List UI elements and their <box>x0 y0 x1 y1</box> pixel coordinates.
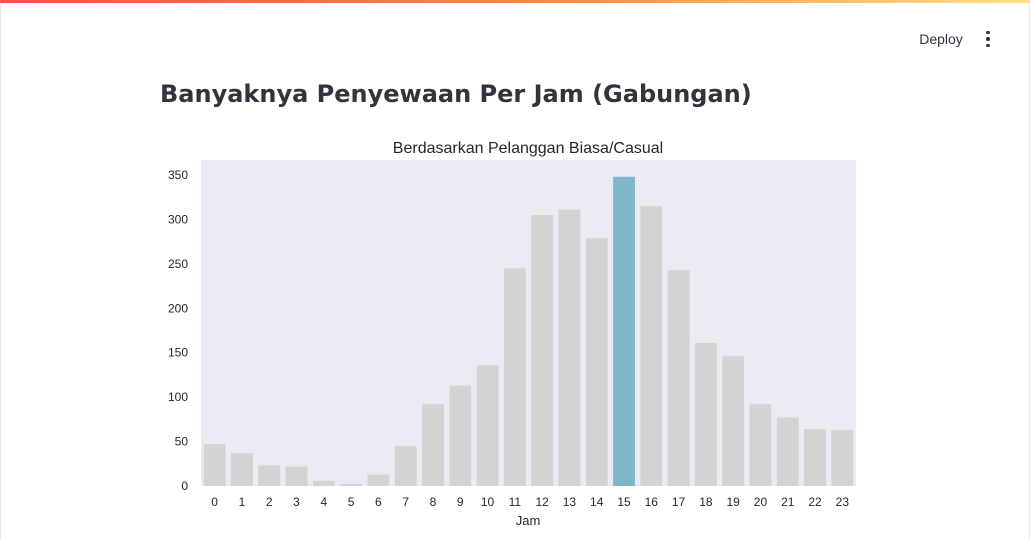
x-tick-label: 14 <box>590 495 604 509</box>
bar-14 <box>585 238 608 486</box>
bar-21 <box>776 417 799 486</box>
x-tick-label: 3 <box>293 495 300 509</box>
y-tick-label: 0 <box>181 479 188 493</box>
x-tick-label: 7 <box>402 495 409 509</box>
y-tick-label: 300 <box>168 212 188 226</box>
deploy-button[interactable]: Deploy <box>919 31 963 47</box>
bar-8 <box>422 404 444 486</box>
decoration-bar <box>0 0 1030 3</box>
bar-22 <box>804 429 826 486</box>
x-tick-label: 1 <box>239 495 246 509</box>
bar-chart: Berdasarkan Pelanggan Biasa/Casual Jam 0… <box>168 140 856 528</box>
y-tick-label: 50 <box>175 435 189 449</box>
x-tick-label: 12 <box>535 495 549 509</box>
x-tick-label: 17 <box>672 495 686 509</box>
bar-2 <box>258 465 281 486</box>
x-tick-label: 10 <box>481 495 495 509</box>
x-tick-label: 0 <box>211 495 218 509</box>
x-tick-label: 2 <box>266 495 273 509</box>
x-tick-label: 23 <box>836 495 850 509</box>
x-tick-label: 20 <box>754 495 768 509</box>
x-tick-label: 5 <box>348 495 355 509</box>
bar-20 <box>749 404 772 486</box>
bar-12 <box>531 214 554 486</box>
y-tick-label: 350 <box>168 168 188 182</box>
bar-1 <box>231 453 253 486</box>
x-tick-label: 21 <box>781 495 795 509</box>
bar-7 <box>394 446 417 486</box>
bar-13 <box>558 209 581 487</box>
x-tick-label: 13 <box>563 495 577 509</box>
bar-19 <box>722 356 745 486</box>
bar-9 <box>449 385 472 486</box>
bar-5 <box>340 484 363 486</box>
x-tick-label: 11 <box>509 495 522 509</box>
x-tick-label: 8 <box>430 495 437 509</box>
x-tick-label: 16 <box>645 495 659 509</box>
y-tick-label: 150 <box>168 346 188 360</box>
bar-0 <box>203 444 226 486</box>
bar-6 <box>367 474 390 486</box>
kebab-menu-icon[interactable] <box>978 27 998 51</box>
plot-area <box>201 160 856 486</box>
y-tick-label: 100 <box>168 390 188 404</box>
x-tick-label: 22 <box>808 495 822 509</box>
x-tick-label: 15 <box>617 495 631 509</box>
page-title: Banyaknya Penyewaan Per Jam (Gabungan) <box>160 80 752 108</box>
bar-15 <box>613 176 635 486</box>
x-tick-label: 19 <box>727 495 741 509</box>
x-tick-label: 4 <box>320 495 327 509</box>
x-tick-label: 18 <box>699 495 713 509</box>
bar-18 <box>694 342 717 486</box>
x-tick-label: 9 <box>457 495 464 509</box>
chart-title: Berdasarkan Pelanggan Biasa/Casual <box>393 140 663 157</box>
y-tick-label: 200 <box>168 301 188 315</box>
bar-10 <box>476 365 499 486</box>
y-tick-label: 250 <box>168 257 188 271</box>
bar-16 <box>640 206 663 486</box>
bar-11 <box>503 268 526 486</box>
bar-4 <box>312 480 335 486</box>
x-tick-label: 6 <box>375 495 382 509</box>
bar-17 <box>667 270 690 486</box>
bar-23 <box>831 430 854 486</box>
bar-3 <box>285 466 308 486</box>
x-axis-label: Jam <box>516 513 541 528</box>
